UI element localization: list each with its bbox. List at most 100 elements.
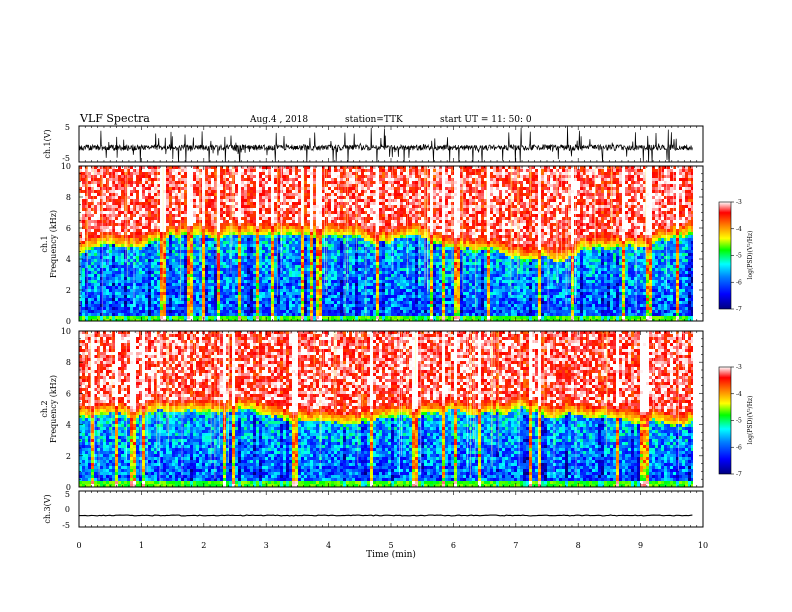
spectrogram-cell <box>88 178 92 182</box>
spectrogram-cell <box>271 187 275 191</box>
spectrogram-cell <box>202 274 206 278</box>
spectrogram-cell <box>292 250 296 254</box>
spectrogram-cell <box>88 232 92 236</box>
spectrogram-cell <box>94 238 98 242</box>
spectrogram-cell <box>253 313 257 317</box>
spectrogram-cell <box>358 298 362 302</box>
spectrogram-cell <box>220 301 224 305</box>
spectrogram-cell <box>280 310 284 314</box>
spectrogram-cell <box>331 199 335 203</box>
spectrogram-cell <box>361 199 365 203</box>
spectrogram-cell <box>274 232 278 236</box>
spectrogram-cell <box>271 202 275 206</box>
spectrogram-cell <box>355 295 359 299</box>
spectrogram-cell <box>265 310 269 314</box>
spectrogram-cell <box>148 289 152 293</box>
spectrogram-cell <box>304 196 308 200</box>
spectrogram-cell <box>118 247 122 251</box>
spectrogram-cell <box>268 193 272 197</box>
spectrogram-cell <box>139 271 143 275</box>
spectrogram-cell <box>265 256 269 260</box>
spectrogram-cell <box>199 298 203 302</box>
spectrogram-cell <box>178 229 182 233</box>
spectrogram-cell <box>205 169 209 173</box>
spectrogram-cell <box>343 202 347 206</box>
spectrogram-cell <box>343 304 347 308</box>
spectrogram-cell <box>361 256 365 260</box>
spectrogram-cell <box>160 217 164 221</box>
spectrogram-cell <box>292 286 296 290</box>
spectrogram-cell <box>190 301 194 305</box>
spectrogram-cell <box>283 262 287 266</box>
spectrogram-cell <box>199 256 203 260</box>
spectrogram-cell <box>265 289 269 293</box>
spectrogram-cell <box>130 223 134 227</box>
spectrogram-cell <box>247 280 251 284</box>
spectrogram-cell <box>358 181 362 185</box>
spectrogram-cell <box>199 271 203 275</box>
spectrogram-cell <box>220 304 224 308</box>
spectrogram-cell <box>280 286 284 290</box>
spectrogram-cell <box>313 220 317 224</box>
spectrogram-cell <box>346 319 350 321</box>
spectrogram-cell <box>307 175 311 179</box>
spectrogram-cell <box>310 238 314 242</box>
spectrogram-cell <box>340 298 344 302</box>
spectrogram-cell <box>352 244 356 248</box>
spectrogram-cell <box>112 178 116 182</box>
spectrogram-cell <box>298 232 302 236</box>
spectrogram-cell <box>241 250 245 254</box>
spectrogram-cell <box>136 298 140 302</box>
spectrogram-cell <box>166 295 170 299</box>
spectrogram-cell <box>271 226 275 230</box>
spectrogram-cell <box>109 313 113 317</box>
spectrogram-cell <box>118 259 122 263</box>
spectrogram-cell <box>220 274 224 278</box>
spectrogram-cell <box>319 223 323 227</box>
spectrogram-cell <box>298 169 302 173</box>
spectrogram-cell <box>142 247 146 251</box>
spectrogram-cell <box>313 310 317 314</box>
spectrogram-cell <box>301 229 305 233</box>
spectrogram-cell <box>301 256 305 260</box>
spectrogram-cell <box>235 169 239 173</box>
spectrogram-cell <box>319 259 323 263</box>
spectrogram-cell <box>154 232 158 236</box>
spectrogram-cell <box>307 217 311 221</box>
spectrogram-cell <box>163 277 167 281</box>
spectrogram-cell <box>286 250 290 254</box>
spectrogram-cell <box>205 214 209 218</box>
spectrogram-cell <box>283 265 287 269</box>
spectrogram-cell <box>262 298 266 302</box>
spectrogram-cell <box>331 217 335 221</box>
spectrogram-cell <box>310 268 314 272</box>
spectrogram-cell <box>79 229 83 233</box>
spectrogram-cell <box>184 226 188 230</box>
spectrogram-cell <box>253 268 257 272</box>
spectrogram-cell <box>136 217 140 221</box>
spectrogram-cell <box>88 169 92 173</box>
spectrogram-cell <box>91 196 95 200</box>
spectrogram-cell <box>295 211 299 215</box>
spectrogram-cell <box>307 205 311 209</box>
spectrogram-cell <box>220 289 224 293</box>
spectrogram-cell <box>91 214 95 218</box>
spectrogram-cell <box>232 298 236 302</box>
spectrogram-cell <box>235 226 239 230</box>
spectrogram-cell <box>256 286 260 290</box>
spectrogram-cell <box>97 259 101 263</box>
spectrogram-cell <box>244 214 248 218</box>
spectrogram-cell <box>247 310 251 314</box>
spectrogram-cell <box>91 232 95 236</box>
spectrogram-cell <box>133 241 137 245</box>
spectrogram-cell <box>103 307 107 311</box>
spectrogram-cell <box>178 256 182 260</box>
spectrogram-cell <box>109 190 113 194</box>
spectrogram-cell <box>262 202 266 206</box>
spectrogram-cell <box>115 202 119 206</box>
spectrogram-cell <box>193 262 197 266</box>
spectrogram-cell <box>79 283 83 287</box>
spectrogram-cell <box>352 208 356 212</box>
spectrogram-cell <box>136 301 140 305</box>
spectrogram-cell <box>136 241 140 245</box>
